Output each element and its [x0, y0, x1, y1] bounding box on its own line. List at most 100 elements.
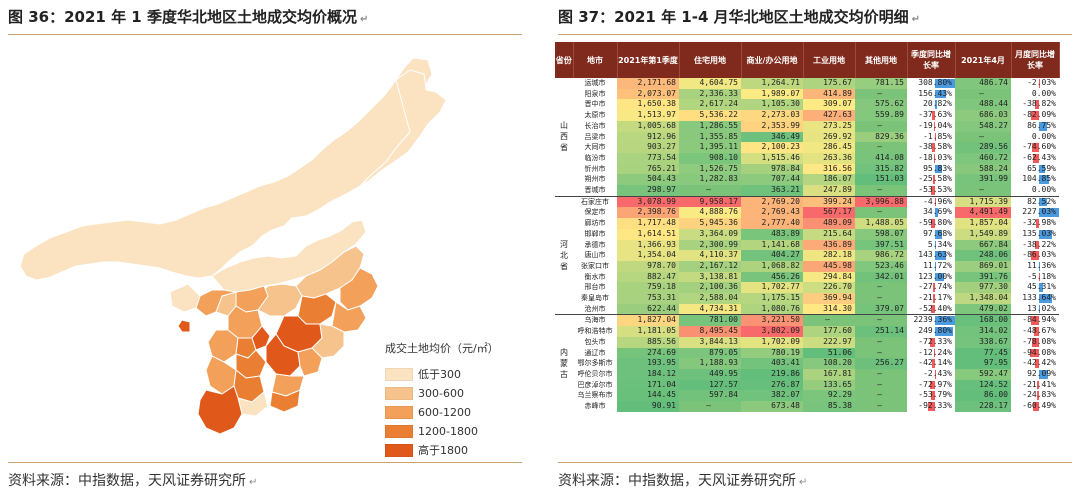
value-cell: 1,348.04 — [955, 293, 1011, 304]
value-cell: 1,264.71 — [741, 78, 803, 89]
province-cell: 河北省 — [555, 195, 573, 315]
growth-rate-cell: -4.96% — [907, 195, 955, 208]
value-cell: 403.41 — [741, 358, 803, 369]
value-cell: 222.97 — [803, 336, 855, 348]
growth-rate-cell: 0.00% — [1031, 131, 1056, 141]
value-cell: 575.62 — [855, 99, 907, 111]
value-cell: 559.89 — [855, 110, 907, 121]
value-cell: 338.67 — [955, 336, 1011, 348]
table-row: 长治市 1,005.68 1,286.55 2,353.99 273.25– -19.04… — [555, 120, 1059, 132]
table-row: 通辽市 274.69 879.05 780.19 51.06– -12.24% 77.45-… — [555, 347, 1059, 359]
legend-item-above-1800: 高于1800 — [385, 441, 499, 459]
region-shanxi-yuncheng — [197, 385, 243, 435]
value-cell: 879.05 — [679, 347, 741, 359]
region-hebei-northeast — [339, 267, 379, 311]
growth-rate-cell: 45.31% — [1027, 282, 1056, 293]
region-hebei-langfang — [297, 293, 337, 325]
growth-rate-cell: -78.08% — [1022, 336, 1056, 347]
table-row: 呼和浩特市 1,181.05 8,495.45 3,802.09 177.60 251.1… — [555, 326, 1059, 337]
value-cell: 780.19 — [741, 347, 803, 359]
table-row: 朔州市 504.43 1,282.83 707.44 186.07 151.03 -25.5… — [555, 174, 1059, 186]
value-cell: 1,827.04 — [617, 314, 679, 327]
source-divider-right — [558, 462, 1072, 463]
growth-rate-cell: -38.22% — [1022, 239, 1056, 250]
value-cell: 869.01 — [955, 260, 1011, 272]
value-cell: 1,175.15 — [741, 293, 803, 304]
value-cell: 5,536.22 — [679, 110, 741, 121]
value-cell: 449.95 — [679, 368, 741, 380]
growth-rate-cell: 11.72% — [923, 260, 952, 271]
value-cell: 707.44 — [741, 174, 803, 186]
north-china-choropleth-map — [19, 57, 447, 435]
value-cell: 4,734.31 — [679, 303, 741, 315]
growth-rate-cell: -42.14% — [918, 358, 952, 368]
value-cell: 2,777.40 — [741, 218, 803, 229]
value-cell: 219.86 — [741, 368, 803, 380]
value-cell: 486.74 — [955, 78, 1011, 89]
value-cell: 171.04 — [617, 379, 679, 391]
growth-bar — [929, 337, 935, 347]
growth-bar — [931, 359, 935, 368]
value-cell: 1,068.82 — [741, 260, 803, 272]
value-cell: – — [855, 282, 907, 294]
table-row: 内蒙古乌海市 1,827.04 781.00 3,221.50– –2239.36% 16… — [555, 314, 1059, 412]
land-price-table: 省份 地市 2021年第1季度 住宅用地 商业/办公用地 工业用地 其他用地 季度同比增长率 2… — [555, 42, 1060, 412]
city-cell: 乌海市 — [573, 314, 617, 327]
table-row: 巴彦淖尔市 171.04 127.57 276.87 133.65– -72.97% 124… — [555, 379, 1059, 391]
value-cell: 144.45 — [617, 390, 679, 402]
column-header: 季度同比增长率 — [907, 42, 956, 78]
growth-rate-cell: -84.94% — [1011, 314, 1059, 327]
city-cell: 包头市 — [584, 337, 606, 346]
city-cell: 运城市 — [584, 79, 606, 87]
value-cell: 186.07 — [803, 174, 855, 186]
growth-bar — [1039, 197, 1047, 207]
region-hebei-handan — [269, 389, 301, 413]
growth-bar — [933, 153, 935, 163]
growth-bar — [928, 402, 935, 411]
value-cell: 2,769.20 — [741, 195, 803, 208]
value-cell: 127.57 — [679, 379, 741, 391]
growth-bar — [935, 251, 946, 260]
growth-rate-cell: -2.43% — [923, 368, 952, 379]
city-cell: 邯郸市 — [584, 229, 606, 238]
city-cell: 保定市 — [584, 208, 606, 217]
value-cell: 479.02 — [955, 303, 1011, 315]
value-cell: 4,604.75 — [679, 78, 741, 89]
city-cell: 邢台市 — [584, 283, 606, 292]
region-shanxi-lvliang — [207, 329, 239, 363]
growth-bar — [933, 121, 935, 131]
growth-bar — [1035, 219, 1039, 228]
region-shanxi-yangquan — [251, 325, 271, 351]
value-cell: 592.47 — [955, 368, 1011, 380]
value-cell: 315.82 — [855, 163, 907, 175]
legend-swatch — [385, 443, 413, 457]
value-cell: 247.89 — [803, 185, 855, 197]
value-cell: 226.70 — [803, 282, 855, 294]
table-row: 临汾市 773.54 908.10 1,515.46 263.36 414.08 -18.0… — [555, 152, 1059, 164]
map-source-note: 资料来源：中指数据，天风证券研究所 ↵ — [8, 473, 258, 489]
growth-rate-cell: -42.42% — [1022, 358, 1056, 368]
growth-bar — [932, 143, 935, 152]
city-cell: 通辽市 — [584, 348, 606, 357]
growth-rate-cell: -94.08% — [1022, 347, 1056, 358]
title-divider — [8, 34, 522, 35]
table-row: 乌兰察布市 144.45 597.84 382.07 92.29– -53.79% 86.0… — [555, 390, 1059, 402]
value-cell: – — [955, 185, 1011, 197]
value-cell: 168.00 — [955, 314, 1011, 327]
value-cell: 686.03 — [955, 110, 1011, 121]
growth-rate-cell: 133.64% — [1022, 293, 1056, 303]
value-cell: 1,105.30 — [741, 99, 803, 111]
value-cell: – — [679, 401, 741, 412]
value-cell: 781.00 — [679, 314, 741, 327]
growth-bar — [1039, 283, 1044, 293]
value-cell: 2,353.99 — [741, 120, 803, 132]
table-row: 忻州市 765.21 1,526.75 978.84 316.56 315.82 95.83… — [555, 163, 1059, 175]
value-cell: 414.89 — [803, 88, 855, 100]
value-cell: 912.96 — [617, 131, 679, 143]
value-cell: 1,717.48 — [617, 218, 679, 229]
value-cell: 286.45 — [803, 142, 855, 153]
region-inner-mongolia-ordos — [169, 283, 201, 313]
value-cell: – — [855, 120, 907, 132]
value-cell: 256.27 — [855, 358, 907, 369]
value-cell: 1,513.97 — [617, 110, 679, 121]
